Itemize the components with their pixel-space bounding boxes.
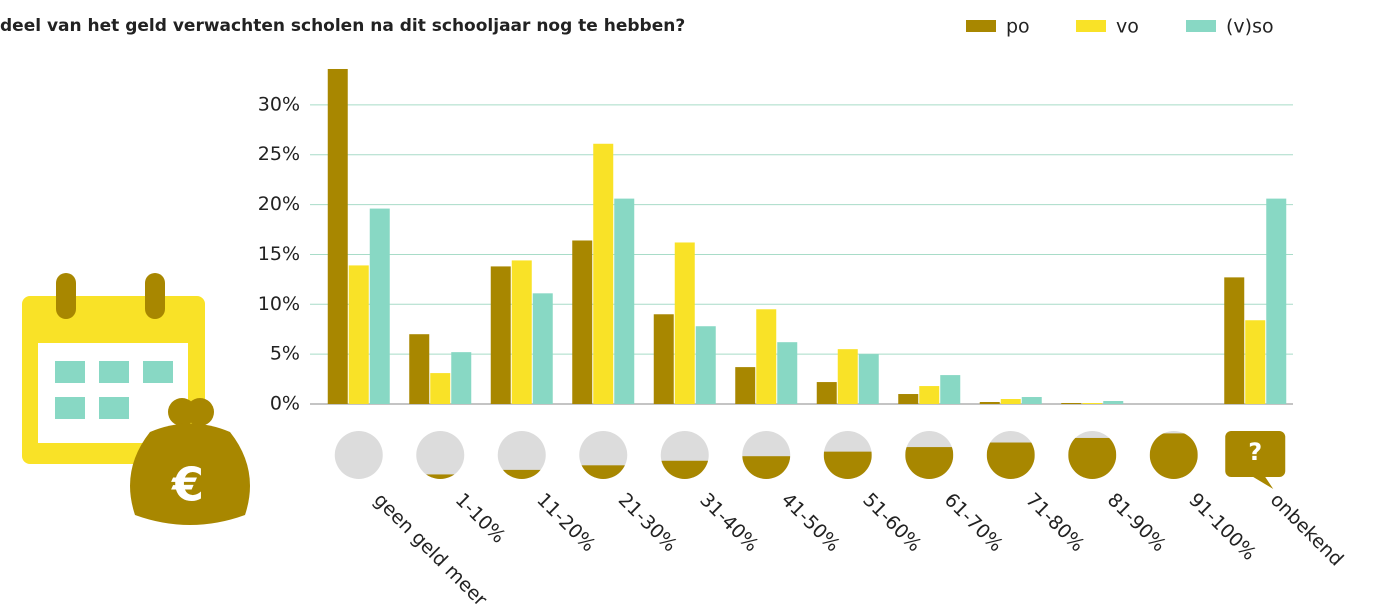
unknown-icon: [1225, 431, 1286, 489]
x-tick-label: 41-50%: [777, 489, 844, 556]
bar: [674, 242, 695, 404]
y-tick-label: 20%: [258, 193, 300, 215]
share-icon-fill: [986, 442, 1035, 479]
bar: [614, 198, 635, 404]
bar: [777, 342, 798, 404]
bar: [1000, 399, 1021, 404]
share-icon: [497, 431, 546, 479]
bar: [532, 293, 553, 404]
y-tick-label: 15%: [258, 243, 300, 265]
share-icon-fill: [416, 474, 465, 479]
y-tick-label: 5%: [270, 343, 300, 365]
bar: [979, 402, 1000, 404]
legend-swatch: [966, 20, 996, 32]
bar: [695, 326, 716, 404]
share-icon-fill: [1068, 437, 1117, 479]
chart-title: deel van het geld verwachten scholen na …: [0, 16, 685, 36]
currency-icon-text: €: [171, 458, 204, 512]
bar: [572, 240, 593, 404]
y-tick-label: 10%: [258, 293, 300, 315]
bar: [593, 143, 614, 405]
share-icon: [416, 431, 465, 479]
x-tick-label: 91-100%: [1184, 489, 1260, 565]
bar: [511, 260, 532, 404]
bar: [756, 309, 777, 404]
x-tick-label: 51-60%: [858, 489, 925, 556]
bar: [1245, 320, 1266, 404]
bar: [940, 375, 961, 404]
bar: [816, 382, 837, 404]
bar: [348, 265, 369, 404]
share-icon: [334, 431, 383, 479]
bar: [490, 266, 511, 404]
calendar-icon: [22, 273, 250, 525]
bar: [858, 354, 879, 404]
bar: [369, 208, 390, 404]
share-icon-fill: [905, 447, 954, 479]
legend-label: vo: [1116, 16, 1139, 38]
bar: [653, 314, 674, 404]
bar: [919, 386, 940, 404]
share-icon-fill: [497, 469, 546, 479]
bar: [1021, 397, 1042, 404]
bar: [898, 394, 919, 404]
x-tick-label: 21-30%: [614, 489, 681, 556]
bar: [1224, 277, 1245, 404]
bar: [735, 367, 756, 404]
bar: [1082, 403, 1103, 404]
y-tick-label: 25%: [258, 143, 300, 165]
legend-swatch: [1186, 20, 1216, 32]
y-tick-label: 0%: [270, 393, 300, 415]
x-tick-label: 11-20%: [532, 489, 599, 556]
legend-label: (v)so: [1226, 16, 1274, 38]
bar: [430, 373, 451, 404]
bar: [327, 68, 348, 405]
bar: [1103, 401, 1124, 404]
bar: [837, 349, 858, 404]
legend-swatch: [1076, 20, 1106, 32]
y-tick-label: 30%: [258, 93, 300, 115]
share-icon-fill: [1149, 433, 1198, 479]
x-tick-label: 81-90%: [1103, 489, 1170, 556]
x-tick-label: onbekend: [1266, 489, 1348, 571]
legend-label: po: [1006, 16, 1030, 38]
bar: [1061, 403, 1082, 404]
share-icon-fill: [660, 460, 709, 479]
x-tick-label: 61-70%: [940, 489, 1007, 556]
x-tick-label: 31-40%: [695, 489, 762, 556]
bar: [451, 352, 472, 404]
share-icon-fill: [742, 456, 791, 479]
unknown-icon-text: ?: [1248, 438, 1262, 466]
bar: [1266, 198, 1287, 404]
share-icon-fill: [579, 465, 628, 479]
x-tick-label: 1-10%: [451, 489, 510, 548]
share-icon-fill: [823, 451, 872, 479]
x-tick-label: 71-80%: [1021, 489, 1088, 556]
bar: [409, 334, 430, 404]
